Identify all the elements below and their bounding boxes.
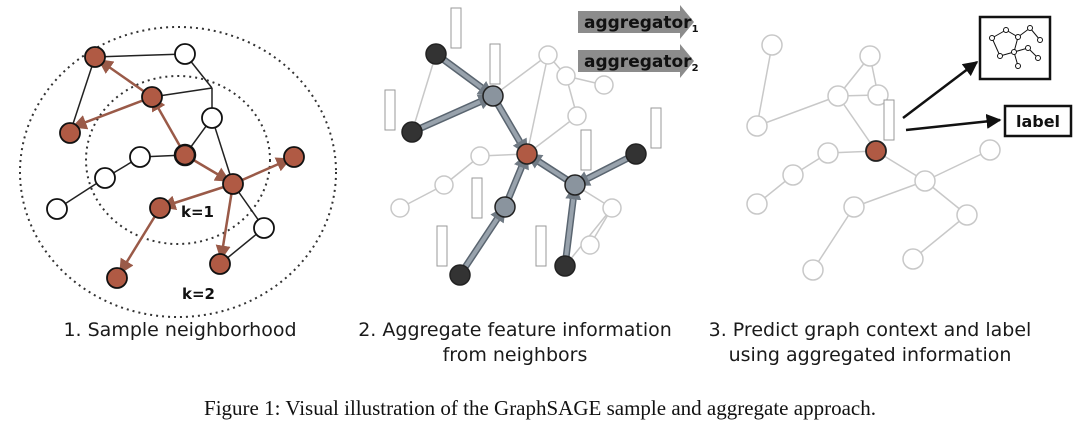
graph-node: [827, 85, 849, 107]
graph-node: [746, 115, 768, 137]
panel2-nodes: [390, 43, 647, 286]
panel2-feature-vectors: [384, 7, 662, 267]
label-arrow: [905, 113, 1002, 132]
graph-node: [817, 142, 839, 164]
graph-node: [859, 45, 881, 67]
label-box: label: [1003, 104, 1073, 138]
context-arrow: [902, 61, 979, 119]
k2-boundary: [19, 26, 337, 318]
aggregator-1-subscript: 1: [692, 24, 699, 35]
embedding-vector: [883, 99, 895, 141]
graph-node: [129, 146, 151, 168]
graph-node: [106, 267, 128, 289]
target-node: [865, 140, 887, 162]
graph-node: [390, 198, 410, 218]
target-node: [516, 143, 538, 165]
graph-node: [141, 86, 163, 108]
graph-node: [956, 204, 978, 226]
graph-node: [538, 45, 558, 65]
leaf-node: [401, 121, 423, 143]
aggregator-1-arrow: aggregator1: [578, 5, 699, 39]
aggregator-node: [494, 196, 516, 218]
graph-node: [84, 46, 106, 68]
graph-context-box: [978, 15, 1052, 81]
graph-node: [580, 235, 600, 255]
graph-node: [902, 248, 924, 270]
graph-node: [209, 253, 231, 275]
graph-node: [470, 146, 490, 166]
panel1-nodes: [46, 43, 305, 289]
target-node: [173, 143, 197, 167]
panel-3-caption: 3. Predict graph context and label using…: [700, 318, 1040, 368]
graph-node: [782, 164, 804, 186]
aggregator-node: [482, 85, 504, 107]
panel-2-caption-line1: 2. Aggregate feature information: [358, 319, 672, 341]
graph-node: [253, 217, 275, 239]
panel-2-caption-line2: from neighbors: [442, 344, 588, 366]
panel-1-caption-line1: 1. Sample neighborhood: [63, 319, 297, 341]
panel-1-sample-neighborhood: k=1 k=2: [19, 26, 337, 318]
graph-node: [94, 167, 116, 189]
k1-label: k=1: [181, 203, 214, 221]
k2-label: k=2: [182, 285, 215, 303]
graph-node: [174, 43, 196, 65]
graph-node: [567, 106, 587, 126]
k1-boundary: [85, 75, 271, 245]
aggregator-2-arrow: aggregator2: [578, 44, 699, 78]
graph-node: [46, 198, 68, 220]
graph-node: [867, 84, 889, 106]
aggregator-2-subscript: 2: [692, 63, 699, 74]
graph-node: [556, 66, 576, 86]
graph-node: [802, 259, 824, 281]
graph-node: [434, 175, 454, 195]
panel-3-predict: label: [746, 15, 1073, 281]
leaf-node: [625, 143, 647, 165]
graph-node: [746, 193, 768, 215]
leaf-node: [554, 255, 576, 277]
panel1-plain-edges: [56, 53, 265, 265]
graph-node: [602, 198, 622, 218]
panel-2-caption: 2. Aggregate feature information from ne…: [350, 318, 680, 368]
graph-node: [843, 196, 865, 218]
svg-text:aggregator2: aggregator2: [584, 52, 699, 74]
graph-node: [594, 75, 614, 95]
graph-node: [222, 173, 244, 195]
figure-caption: Figure 1: Visual illustration of the Gra…: [204, 396, 876, 420]
panel-1-caption: 1. Sample neighborhood: [30, 318, 330, 343]
panel2-faded-edges: [399, 53, 613, 267]
graph-node: [979, 139, 1001, 161]
leaf-node: [425, 43, 447, 65]
graph-node: [201, 107, 223, 129]
label-box-text: label: [1016, 112, 1060, 131]
panel-3-caption-line2: using aggregated information: [728, 344, 1012, 366]
svg-text:aggregator1: aggregator1: [584, 13, 699, 35]
panel-3-caption-line1: 3. Predict graph context and label: [708, 319, 1032, 341]
graph-node: [149, 197, 171, 219]
graph-node: [914, 170, 936, 192]
graph-node: [59, 122, 81, 144]
leaf-node: [449, 264, 471, 286]
graph-node: [761, 34, 783, 56]
aggregator-1-label: aggregator: [584, 13, 692, 33]
aggregator-2-label: aggregator: [584, 52, 692, 72]
graph-node: [283, 146, 305, 168]
panel-2-aggregate: aggregator1 aggregator2: [384, 5, 699, 286]
aggregator-node: [564, 174, 586, 196]
